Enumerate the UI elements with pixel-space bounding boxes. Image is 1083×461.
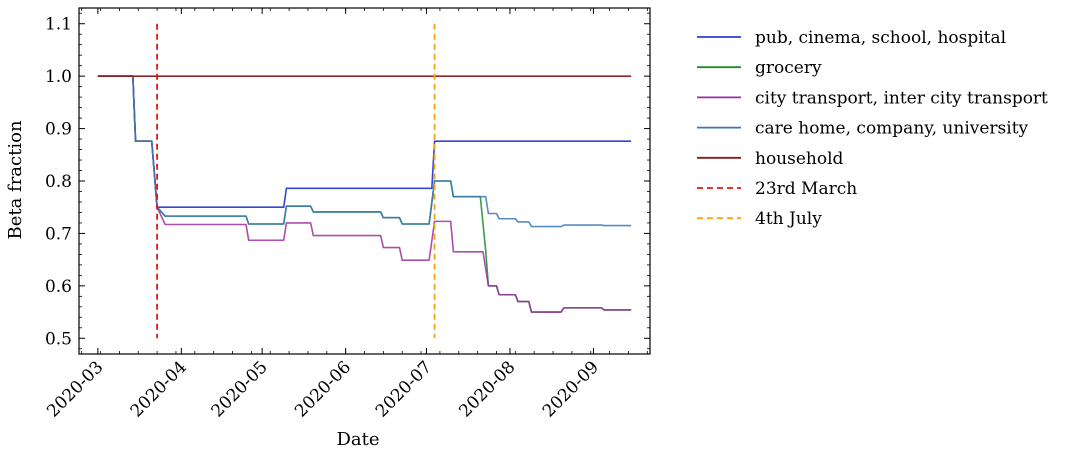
y-tick-label: 1.0: [45, 67, 72, 87]
axes-layer: 0.5 0.6 0.7 0.8 0.9 1.0 1.1 2020-03 2020-04 2020-…: [43, 7, 651, 421]
legend-entry-1: pub, cinema, school, hospital: [697, 28, 1006, 48]
series-line-3: [97, 75, 632, 313]
legend-label: pub, cinema, school, hospital: [755, 28, 1006, 48]
series-line-4: [97, 75, 632, 228]
legend-label: 23rd March: [755, 179, 857, 199]
series-layer: [97, 75, 632, 313]
x-tick-label: 2020-07: [372, 357, 436, 421]
vline-layer: [156, 23, 436, 339]
y-tick-label: 0.6: [45, 277, 72, 297]
x-tick-label: 2020-09: [539, 357, 603, 421]
legend-entry-7: 4th July: [697, 209, 822, 229]
legend-label: grocery: [755, 58, 822, 78]
legend-label: care home, company, university: [755, 119, 1029, 139]
x-tick-label: 2020-06: [291, 357, 355, 421]
series-line-2: [97, 75, 632, 313]
legend-label: 4th July: [755, 209, 822, 229]
plot-frame: [78, 7, 651, 355]
x-axis-title: Date: [336, 429, 379, 450]
x-tick-label: 2020-08: [455, 357, 519, 421]
legend-entry-3: city transport, inter city transport: [697, 88, 1048, 108]
legend-entry-6: 23rd March: [697, 179, 857, 199]
y-tick-label: 0.9: [45, 120, 72, 140]
y-tick-label: 0.8: [45, 172, 72, 192]
y-tick-label: 0.5: [45, 329, 72, 349]
legend: pub, cinema, school, hospital grocery city…: [697, 28, 1048, 229]
y-axis-title: Beta fraction: [5, 120, 26, 239]
legend-label: city transport, inter city transport: [755, 88, 1048, 108]
legend-entry-4: care home, company, university: [697, 119, 1029, 139]
legend-entry-5: household: [697, 149, 844, 169]
x-tick-label: 2020-05: [208, 357, 272, 421]
x-tick-label: 2020-04: [127, 357, 191, 421]
x-tick-label: 2020-03: [43, 357, 107, 421]
series-line-1: [97, 75, 632, 209]
legend-entry-2: grocery: [697, 58, 822, 78]
y-tick-label: 1.1: [45, 15, 72, 35]
y-tick-label: 0.7: [45, 224, 72, 244]
legend-label: household: [755, 149, 844, 169]
